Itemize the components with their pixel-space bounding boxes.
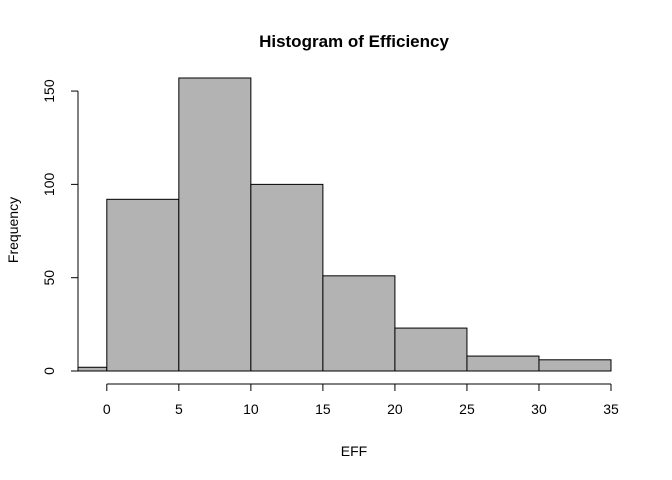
chart-title: Histogram of Efficiency [259, 32, 449, 51]
histogram-bar-4 [322, 275, 396, 372]
y-tick-label-2: 100 [41, 172, 57, 196]
histogram-bar-2 [178, 77, 252, 372]
x-axis: 0 5 10 15 20 25 30 35 [103, 383, 619, 417]
x-tick-label-5: 25 [459, 401, 475, 417]
histogram-bar-1 [106, 198, 180, 372]
histogram-bar-0 [77, 366, 108, 372]
bars-group [77, 77, 612, 372]
y-axis: 0 50 100 150 [41, 79, 79, 375]
histogram-bar-6 [466, 355, 540, 372]
y-tick-label-0: 0 [41, 367, 57, 375]
y-tick-label-3: 150 [41, 79, 57, 103]
histogram-bar-3 [250, 183, 324, 372]
x-tick-label-0: 0 [103, 401, 111, 417]
x-tick-label-1: 5 [175, 401, 183, 417]
y-axis-label: Frequency [5, 197, 21, 263]
x-tick-label-4: 20 [387, 401, 403, 417]
x-tick-label-2: 10 [243, 401, 259, 417]
y-tick-label-1: 50 [41, 270, 57, 286]
x-axis-label: EFF [341, 443, 367, 459]
x-tick-label-3: 15 [315, 401, 331, 417]
x-tick-label-7: 35 [603, 401, 619, 417]
histogram-bar-7 [538, 359, 612, 372]
histogram-bar-5 [394, 327, 468, 372]
x-tick-label-6: 30 [531, 401, 547, 417]
